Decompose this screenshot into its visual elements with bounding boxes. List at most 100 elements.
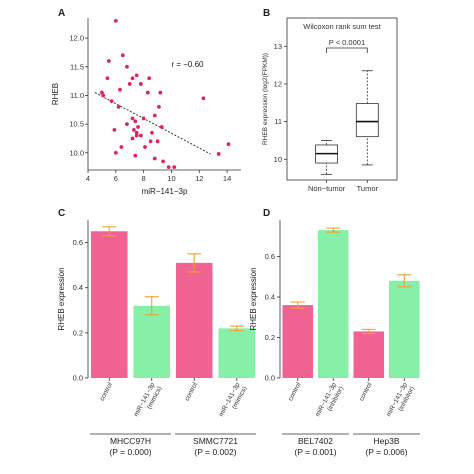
x-tick-label: 6 — [114, 174, 118, 183]
y-tick-label: 13 — [274, 42, 282, 51]
scatter-point — [152, 156, 157, 161]
scatter-point — [158, 90, 163, 95]
x-axis-label: miR−141−3p — [142, 187, 188, 196]
x-tick-label: miR−141−3p(inhibitor) — [314, 381, 345, 421]
y-tick-label: 0.2 — [265, 333, 275, 342]
panel-letter-d: D — [263, 208, 270, 219]
scatter-point — [147, 76, 152, 81]
x-tick-label-line: control — [287, 381, 303, 402]
group-pvalue: (P = 0.001) — [294, 447, 336, 457]
bar — [317, 230, 349, 378]
correlation-annotation: r = −0.60 — [171, 60, 204, 69]
x-tick-label: 4 — [86, 174, 90, 183]
y-tick-label: 0.4 — [265, 292, 275, 301]
x-tick-label: miR−141−3p(mimics) — [133, 381, 164, 421]
x-tick-label: control — [287, 381, 303, 402]
panel-d: 0.0 0.2 0.4 0.6 RHEB expression control miR−14… — [249, 220, 420, 457]
scatter-point — [118, 87, 122, 92]
scatter-point — [159, 125, 164, 129]
x-tick-label: control — [184, 381, 200, 402]
scatter-point — [134, 133, 139, 138]
x-tick-label: Tumor — [357, 184, 379, 193]
y-axis-label: RHEB expression — [57, 267, 66, 330]
x-tick-label: 12 — [195, 174, 203, 183]
scatter-point — [130, 116, 135, 121]
x-tick-label: miR−141−3p(mimics) — [218, 381, 249, 421]
bar — [90, 231, 128, 378]
group-name: Hep3B — [374, 436, 400, 446]
scatter-point — [119, 145, 124, 149]
x-tick-label: control — [99, 381, 115, 402]
scatter-point — [150, 130, 154, 135]
scatter-point — [201, 96, 206, 101]
y-axis-label: RHEB expression (log2(FPKM)) — [262, 53, 269, 145]
bar — [133, 305, 171, 378]
group-pvalue: (P = 0.002) — [194, 447, 236, 457]
panel-b: Wilcoxon rank sum test 10 11 12 13 RHEB expre… — [262, 17, 398, 193]
scatter-point — [138, 133, 143, 138]
y-tick-label: 10.0 — [69, 148, 84, 157]
scatter-point — [100, 90, 104, 95]
y-tick-label: 11 — [274, 117, 282, 126]
panel-letter-c: C — [58, 208, 65, 219]
scatter-point — [226, 142, 231, 147]
y-tick-label: 0.6 — [265, 252, 275, 261]
scatter-point — [143, 145, 147, 149]
x-tick-label: control — [358, 381, 374, 402]
x-tick-label-line: control — [358, 381, 374, 402]
scatter-point — [133, 119, 138, 124]
box — [355, 103, 379, 138]
x-tick-label-line: control — [184, 381, 200, 402]
y-tick-label: 0.2 — [73, 328, 83, 337]
bar — [388, 280, 420, 378]
scatter-point — [141, 116, 146, 121]
y-tick-label: 12.0 — [69, 34, 84, 43]
scatter-point — [155, 139, 160, 144]
y-tick-label: 12 — [274, 79, 282, 88]
bar — [353, 331, 385, 378]
scatter-point — [105, 76, 110, 81]
trend-line — [94, 92, 211, 155]
y-tick-label: 0.0 — [265, 374, 275, 383]
scatter-point — [145, 90, 150, 95]
bar — [218, 328, 256, 378]
scatter-point — [136, 125, 140, 129]
bar — [282, 305, 314, 378]
scatter-point — [133, 153, 138, 158]
scatter-point — [166, 165, 171, 170]
scatter-point — [152, 113, 157, 118]
scatter-point — [130, 136, 135, 141]
scatter-point — [127, 82, 132, 86]
x-tick-label-line: control — [99, 381, 115, 402]
x-tick-label: 14 — [223, 174, 231, 183]
plot-frame — [286, 17, 398, 181]
scatter-point — [101, 93, 106, 98]
panel-letter-a: A — [58, 8, 65, 19]
scatter-point — [106, 59, 111, 63]
scatter-point — [157, 105, 161, 109]
y-tick-label: 0.4 — [73, 283, 83, 292]
scatter-point — [161, 159, 166, 164]
scatter-point — [116, 105, 121, 109]
scatter-point — [138, 82, 143, 86]
scatter-point — [113, 18, 118, 23]
scatter-point — [109, 99, 114, 104]
scatter-point — [134, 73, 139, 78]
x-tick-label: 8 — [142, 174, 146, 183]
scatter-point — [134, 130, 139, 135]
group-name: MHCC97H — [110, 436, 151, 446]
scatter-point — [125, 64, 129, 69]
x-tick-label: Non−tumor — [308, 184, 346, 193]
y-axis-label: RHEB — [51, 83, 60, 105]
scatter-point — [130, 76, 135, 81]
p-value-annotation: P < 0.0001 — [329, 38, 365, 47]
y-tick-label: 10 — [274, 155, 282, 164]
group-name: BEL7402 — [298, 436, 333, 446]
y-axis-label: RHEB expression — [249, 267, 258, 330]
y-tick-label: 11.0 — [70, 91, 84, 100]
scatter-point — [113, 150, 118, 155]
scatter-point — [172, 165, 177, 170]
y-tick-label: 10.5 — [69, 120, 84, 129]
panel-a: 4 6 8 10 12 14 10.0 10.5 11.0 11.5 12.0 miR−141−3p R… — [51, 18, 241, 196]
